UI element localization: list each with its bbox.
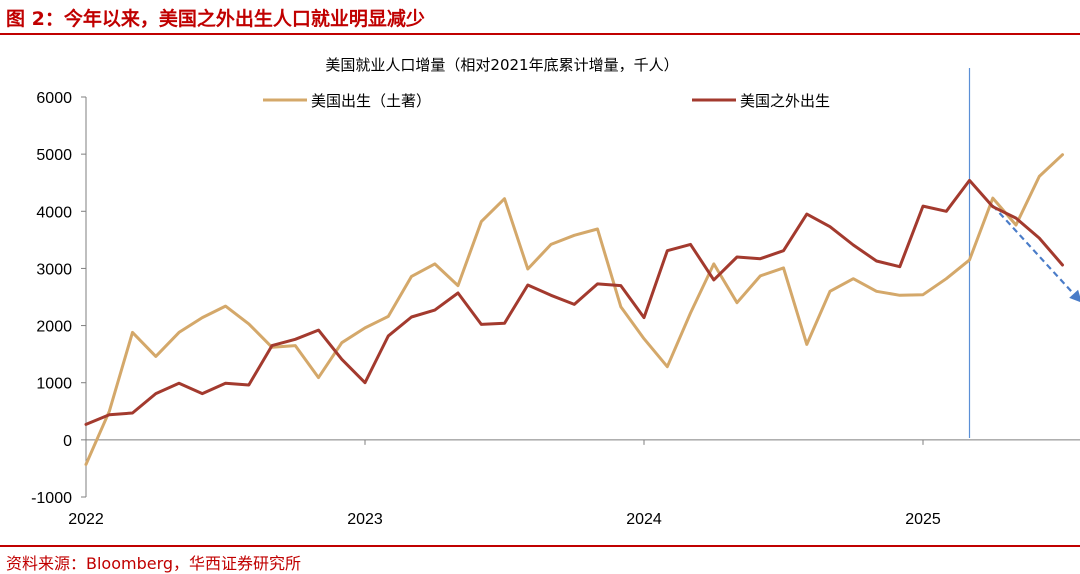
x-tick-label: 2023 [347, 511, 383, 528]
bottom-rule [0, 545, 1080, 547]
x-tick-label: 2022 [68, 511, 104, 528]
x-tick-label: 2025 [905, 511, 941, 528]
y-tick-label: 5000 [36, 147, 72, 164]
trend-arrow-head [1069, 290, 1080, 303]
trend-arrow-line [993, 206, 1074, 294]
legend-label-foreign: 美国之外出生 [740, 92, 830, 110]
y-tick-label: 1000 [36, 376, 72, 393]
chart-title: 美国就业人口增量（相对2021年底累计增量，千人） [325, 56, 678, 74]
x-tick-label: 2024 [626, 511, 662, 528]
x-axis-year-labels: 2022 2023 2024 2025 [68, 511, 941, 528]
y-tick-label: 0 [63, 433, 72, 450]
chart-annotations [970, 68, 1080, 438]
series-line-foreign [86, 180, 1063, 424]
y-tick-label: 3000 [36, 261, 72, 278]
y-tick-label: 6000 [36, 90, 72, 107]
y-tick-label: 4000 [36, 204, 72, 221]
y-axis-tick-labels: -1000 0 1000 2000 3000 4000 5000 6000 [31, 90, 72, 507]
chart-legend: 美国出生（土著） 美国之外出生 [263, 92, 830, 110]
legend-label-native: 美国出生（土著） [311, 92, 431, 110]
y-tick-label: -1000 [31, 490, 72, 507]
source-note: 资料来源：Bloomberg，华西证券研究所 [6, 550, 301, 574]
series-line-native [86, 155, 1063, 465]
chart-series [86, 155, 1063, 465]
y-tick-label: 2000 [36, 319, 72, 336]
